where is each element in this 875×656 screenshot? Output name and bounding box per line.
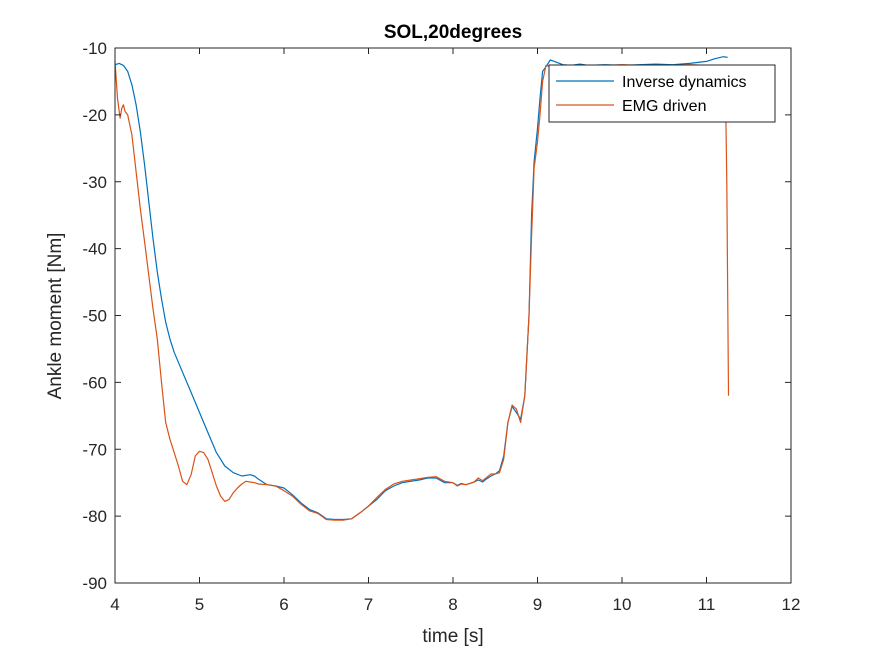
y-tick-label: -70 xyxy=(82,440,107,459)
y-tick-label: -50 xyxy=(82,307,107,326)
y-tick-label: -60 xyxy=(82,373,107,392)
y-tick-label: -20 xyxy=(82,106,107,125)
x-axis-label: time [s] xyxy=(422,626,483,647)
axes-background xyxy=(115,48,791,583)
x-tick-label: 9 xyxy=(533,595,542,614)
plot-area: 4 5 6 7 8 9 10 11 12 -90 -80 -70 -60 -50 -40 -30 -20 -10 xyxy=(82,39,800,614)
x-tick-label: 7 xyxy=(364,595,373,614)
y-tick-label: -10 xyxy=(82,39,107,58)
x-tick-label: 11 xyxy=(698,595,716,614)
x-tick-label: 12 xyxy=(782,595,801,614)
x-tick-label: 10 xyxy=(613,595,632,614)
x-tick-label: 5 xyxy=(195,595,204,614)
legend-box xyxy=(548,64,776,123)
chart-title: SOL,20degrees xyxy=(384,22,522,43)
series-line-inverse-dynamics xyxy=(114,56,728,521)
legend-label-emg-driven: EMG driven xyxy=(622,98,706,115)
x-axis-ticks: 4 5 6 7 8 9 10 11 12 xyxy=(110,48,800,614)
y-axis-label: Ankle moment [Nm] xyxy=(45,233,66,400)
legend: Inverse dynamics EMG driven xyxy=(548,64,776,123)
x-tick-label: 8 xyxy=(448,595,457,614)
y-tick-label: -90 xyxy=(82,574,107,593)
x-tick-label: 4 xyxy=(110,595,119,614)
y-tick-label: -30 xyxy=(82,173,107,192)
x-tick-label: 6 xyxy=(279,595,288,614)
y-tick-label: -40 xyxy=(82,240,107,259)
y-tick-label: -80 xyxy=(82,507,107,526)
y-axis-ticks: -90 -80 -70 -60 -50 -40 -30 -20 -10 xyxy=(82,39,791,593)
legend-label-inverse-dynamics: Inverse dynamics xyxy=(622,74,747,91)
